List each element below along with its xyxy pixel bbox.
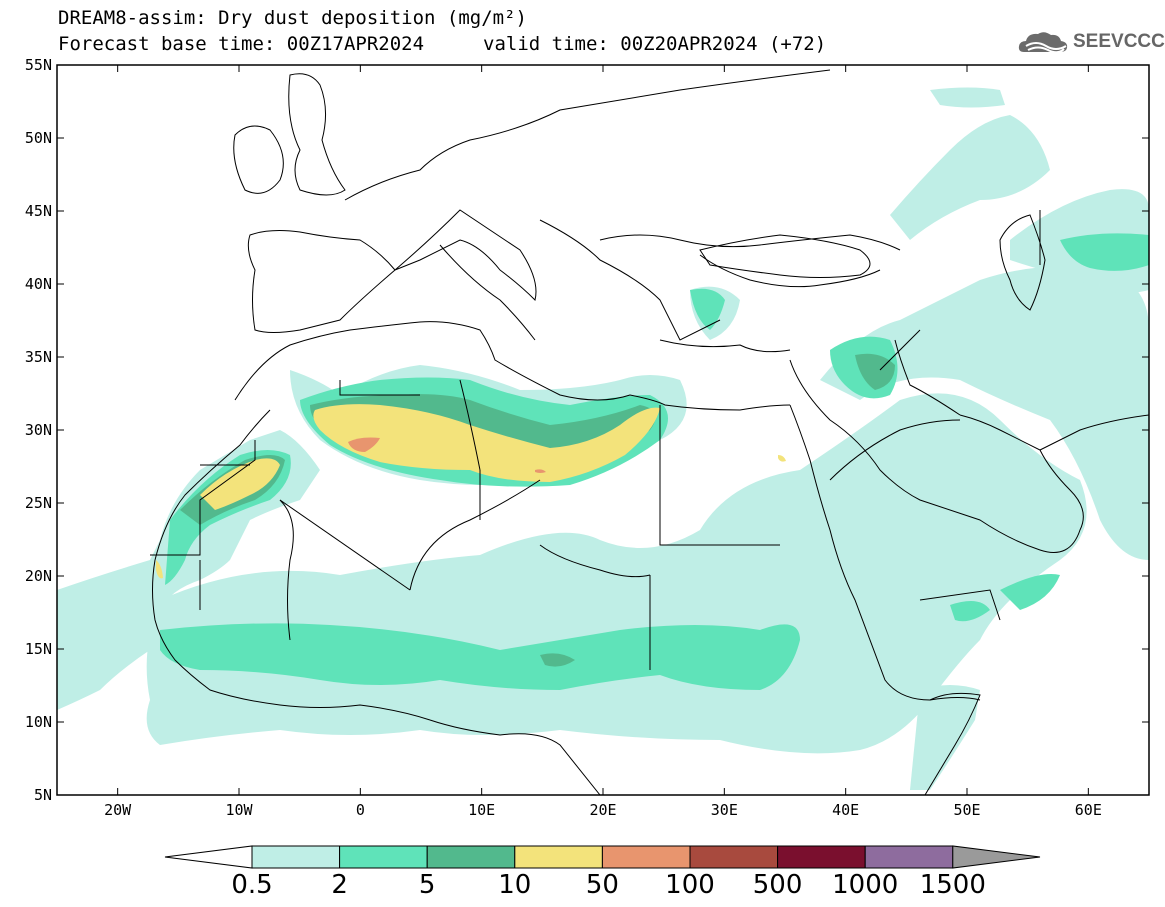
- lat-tick-label: 55N: [25, 56, 52, 74]
- lon-tick-label: 40E: [832, 801, 859, 819]
- colorbar-label: 500: [753, 870, 803, 900]
- colorbar-label: 1500: [920, 870, 986, 900]
- lon-tick-label: 20E: [589, 801, 616, 819]
- lon-tick-label: 20W: [104, 801, 132, 819]
- longitude-axis: 20W 10W 0 10E 20E 30E 40E 50E 60E: [104, 65, 1102, 819]
- colorbar-label: 1000: [832, 870, 898, 900]
- lat-tick-label: 30N: [25, 421, 52, 439]
- colorbar-label: 10: [498, 870, 531, 900]
- cloud-logo-icon: [1018, 32, 1068, 54]
- deposition-level-10: [156, 404, 786, 579]
- lon-tick-label: 10E: [468, 801, 495, 819]
- colorbar-label: 5: [419, 870, 436, 900]
- forecast-base-time: Forecast base time: 00Z17APR2024: [58, 33, 425, 55]
- lat-tick-label: 20N: [25, 567, 52, 585]
- lon-tick-label: 10W: [225, 801, 253, 819]
- lat-tick-label: 25N: [25, 494, 52, 512]
- lat-tick-label: 35N: [25, 348, 52, 366]
- colorbar-over-triangle: [952, 845, 1041, 869]
- lon-tick-label: 0: [356, 801, 365, 819]
- deposition-field: [57, 65, 1149, 795]
- colorbar-label: 2: [331, 870, 348, 900]
- colorbar-swatch: [601, 845, 691, 869]
- lon-tick-label: 30E: [711, 801, 738, 819]
- lon-tick-label: 60E: [1075, 801, 1102, 819]
- seevccc-logo-text: SEEVCCC: [1073, 31, 1165, 52]
- lat-tick-label: 15N: [25, 640, 52, 658]
- lat-tick-label: 5N: [34, 786, 52, 804]
- lat-tick-label: 10N: [25, 713, 52, 731]
- colorbar-swatch: [339, 845, 428, 869]
- lon-tick-label: 50E: [953, 801, 980, 819]
- colorbar-label: 100: [665, 870, 715, 900]
- lat-tick-label: 45N: [25, 202, 52, 220]
- map-title: DREAM8-assim: Dry dust deposition (mg/m²…: [58, 7, 527, 29]
- valid-time: valid time: 00Z20APR2024 (+72): [483, 33, 827, 55]
- colorbar-swatch: [864, 845, 954, 869]
- latitude-axis: 55N 50N 45N 40N 35N 30N 25N 20N 15N 10N 5N: [25, 56, 1149, 804]
- colorbar-swatch: [251, 845, 341, 869]
- lat-tick-label: 50N: [25, 129, 52, 147]
- colorbar-swatch: [514, 845, 603, 869]
- colorbar-label: 0.5: [231, 870, 272, 900]
- colorbar-swatch: [426, 845, 516, 869]
- colorbar-label: 50: [586, 870, 619, 900]
- coastlines: [150, 69, 1149, 795]
- lat-tick-label: 40N: [25, 275, 52, 293]
- colorbar-swatch: [689, 845, 779, 869]
- colorbar-under-triangle: [164, 845, 253, 869]
- colorbar-swatch: [777, 845, 866, 869]
- deposition-level-50: [348, 437, 546, 473]
